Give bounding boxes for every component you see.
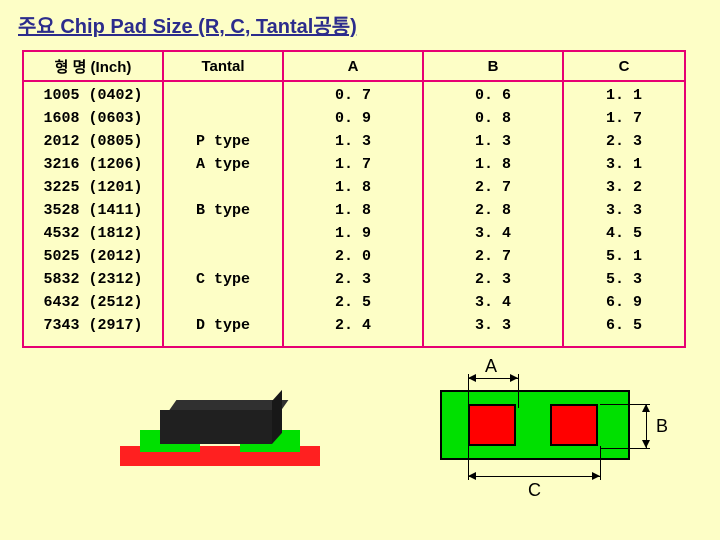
table-cell: 5025 (2012) <box>43 245 142 268</box>
table-cell: 3. 2 <box>606 176 642 199</box>
arrow-icon <box>642 440 650 448</box>
table-cell: 3. 3 <box>475 314 511 337</box>
table-cell: 2. 4 <box>335 314 371 337</box>
table-cell: 1. 3 <box>475 130 511 153</box>
col-header-b: B <box>424 52 564 80</box>
table-cell: 1608 (0603) <box>43 107 142 130</box>
table-cell: 2012 (0805) <box>43 130 142 153</box>
table-cell: A type <box>196 153 250 176</box>
table-cell: 1. 3 <box>335 130 371 153</box>
col-header-tantal: Tantal <box>164 52 284 80</box>
table-cell: 3216 (1206) <box>43 153 142 176</box>
table-cell: 1. 8 <box>335 176 371 199</box>
arrow-icon <box>592 472 600 480</box>
col-header-name: 형 명 (Inch) <box>24 52 164 80</box>
table-cell: P type <box>196 130 250 153</box>
table-cell: 3225 (1201) <box>43 176 142 199</box>
col-header-a: A <box>284 52 424 80</box>
table-cell: 1. 8 <box>335 199 371 222</box>
arrow-icon <box>642 404 650 412</box>
table-cell: 6. 9 <box>606 291 642 314</box>
table-cell: 5832 (2312) <box>43 268 142 291</box>
col-body-name: 1005 (0402) 1608 (0603) 2012 (0805) 3216… <box>24 82 164 346</box>
table-cell: 1. 1 <box>606 84 642 107</box>
col-header-c: C <box>564 52 684 80</box>
table-cell: 6. 5 <box>606 314 642 337</box>
table-cell: 2. 3 <box>475 268 511 291</box>
col-body-tantal: P type A type B type C type D type <box>164 82 284 346</box>
table-cell: 1005 (0402) <box>43 84 142 107</box>
table-cell: 7343 (2917) <box>43 314 142 337</box>
dim-label-c: C <box>528 480 541 501</box>
table-cell: B type <box>196 199 250 222</box>
arrow-icon <box>510 374 518 382</box>
table-cell: 4. 5 <box>606 222 642 245</box>
table-cell: 1. 7 <box>606 107 642 130</box>
arrow-icon <box>468 472 476 480</box>
pcb-pad-left <box>468 404 516 446</box>
table-cell: 2. 7 <box>475 176 511 199</box>
table-cell: 3. 4 <box>475 291 511 314</box>
table-cell: 6432 (2512) <box>43 291 142 314</box>
dim-label-b: B <box>656 416 668 437</box>
table-cell: 4532 (1812) <box>43 222 142 245</box>
table-cell: 0. 8 <box>475 107 511 130</box>
dim-a-tick <box>518 374 519 408</box>
table-cell: 2. 0 <box>335 245 371 268</box>
table-cell: 3. 1 <box>606 153 642 176</box>
table-cell: 2. 7 <box>475 245 511 268</box>
table-cell: D type <box>196 314 250 337</box>
chip-component-illustration <box>120 390 320 490</box>
table-cell: 3. 3 <box>606 199 642 222</box>
table-cell: 1. 7 <box>335 153 371 176</box>
table-cell: 2. 3 <box>606 130 642 153</box>
table-body: 1005 (0402) 1608 (0603) 2012 (0805) 3216… <box>24 82 684 346</box>
dim-c-tick <box>600 446 601 480</box>
pad-size-table: 형 명 (Inch) Tantal A B C 1005 (0402) 1608… <box>22 50 686 348</box>
pcb-pad-right <box>550 404 598 446</box>
col-body-b: 0. 6 0. 8 1. 3 1. 8 2. 7 2. 8 3. 4 2. 7 … <box>424 82 564 346</box>
table-cell: 0. 7 <box>335 84 371 107</box>
dim-b-tick <box>600 448 650 449</box>
table-cell: 5. 3 <box>606 268 642 291</box>
table-cell: 2. 8 <box>475 199 511 222</box>
dim-c-line <box>468 476 600 477</box>
dim-label-a: A <box>485 356 497 377</box>
col-body-c: 1. 1 1. 7 2. 3 3. 1 3. 2 3. 3 4. 5 5. 1 … <box>564 82 684 346</box>
pad-layout-illustration: A B C <box>430 360 680 510</box>
table-cell: 0. 6 <box>475 84 511 107</box>
table-header-row: 형 명 (Inch) Tantal A B C <box>24 52 684 82</box>
table-cell: 1. 8 <box>475 153 511 176</box>
table-cell: 2. 3 <box>335 268 371 291</box>
table-cell: 2. 5 <box>335 291 371 314</box>
table-cell: 3. 4 <box>475 222 511 245</box>
table-cell: C type <box>196 268 250 291</box>
chip-body <box>160 400 284 444</box>
table-cell: 5. 1 <box>606 245 642 268</box>
table-cell: 0. 9 <box>335 107 371 130</box>
table-cell: 3528 (1411) <box>43 199 142 222</box>
page-title: 주요 Chip Pad Size (R, C, Tantal공통) <box>18 10 357 39</box>
arrow-icon <box>468 374 476 382</box>
table-cell: 1. 9 <box>335 222 371 245</box>
col-body-a: 0. 7 0. 9 1. 3 1. 7 1. 8 1. 8 1. 9 2. 0 … <box>284 82 424 346</box>
